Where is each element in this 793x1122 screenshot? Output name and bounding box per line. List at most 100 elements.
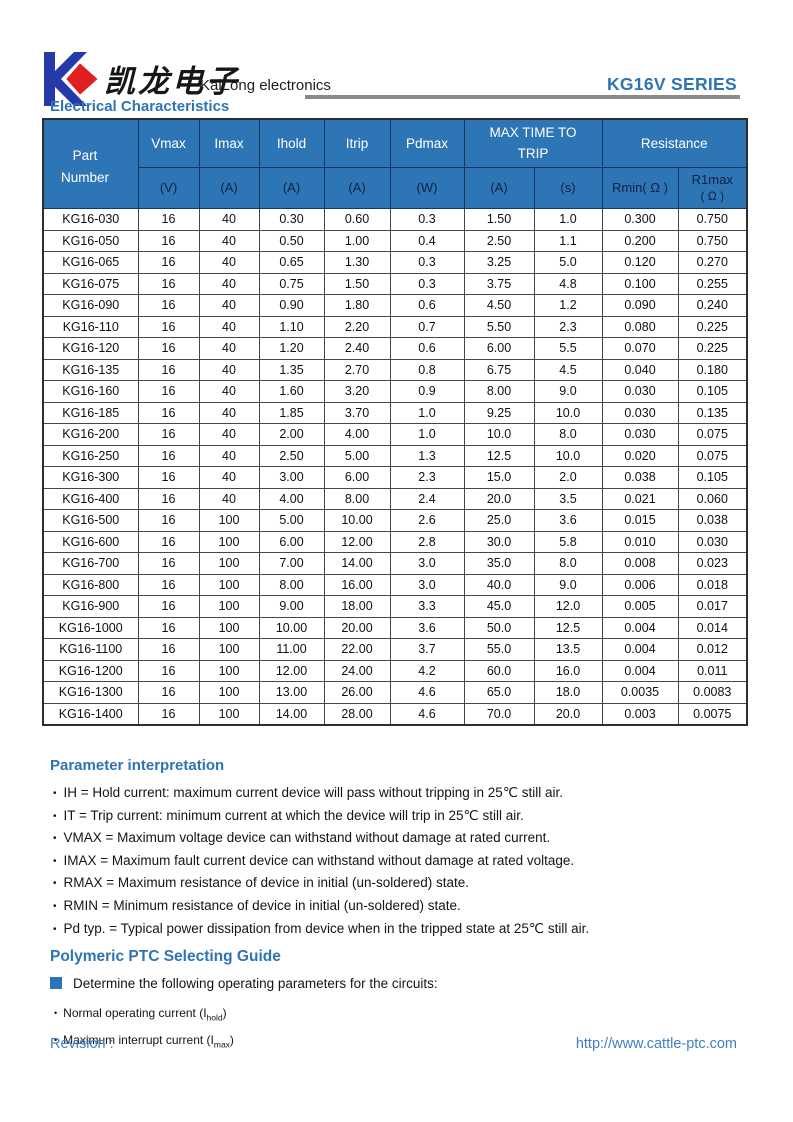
table-row: KG16-400 16 40 4.00 8.00 2.4 20.0 3.5 0.021 0.060 xyxy=(42,487,748,510)
value-cell: 9.0 xyxy=(533,573,603,596)
website-link[interactable]: http://www.cattle-ptc.com xyxy=(575,1036,737,1052)
part-number-cell: KG16-160 xyxy=(42,380,139,403)
bullet-icon: • xyxy=(53,788,57,799)
value-cell: 1.60 xyxy=(258,380,325,403)
value-cell: 7.00 xyxy=(258,552,325,575)
value-cell: 40.0 xyxy=(463,573,535,596)
value-cell: 0.015 xyxy=(601,509,679,532)
value-cell: 40 xyxy=(198,423,260,446)
value-cell: 40 xyxy=(198,315,260,338)
table-row: KG16-1400 16 100 14.00 28.00 4.6 70.0 20.0 0.003… xyxy=(42,702,748,726)
value-cell: 11.00 xyxy=(258,638,325,661)
table-row: KG16-300 16 40 3.00 6.00 2.3 15.0 2.0 0.038 0.105 xyxy=(42,466,748,489)
unit-rmin: Rmin( Ω ) xyxy=(601,167,679,209)
value-cell: 0.038 xyxy=(601,466,679,489)
value-cell: 100 xyxy=(198,509,260,532)
value-cell: 4.6 xyxy=(389,702,465,726)
table-row: KG16-500 16 100 5.00 10.00 2.6 25.0 3.6 0.015 0.0… xyxy=(42,509,748,532)
table-row: KG16-900 16 100 9.00 18.00 3.3 45.0 12.0 0.005 0.… xyxy=(42,595,748,618)
bullet-icon: • xyxy=(54,1035,58,1046)
value-cell: 3.7 xyxy=(389,638,465,661)
value-cell: 8.0 xyxy=(533,552,603,575)
value-cell: 4.00 xyxy=(323,423,391,446)
unit-trip-current: (A) xyxy=(463,167,535,209)
value-cell: 0.030 xyxy=(677,530,748,553)
value-cell: 2.8 xyxy=(389,530,465,553)
value-cell: 100 xyxy=(198,659,260,682)
part-number-cell: KG16-300 xyxy=(42,466,139,489)
parameter-item-text: RMAX = Maximum resistance of device in i… xyxy=(63,875,470,891)
value-cell: 0.180 xyxy=(677,358,748,381)
value-cell: 0.075 xyxy=(677,423,748,446)
value-cell: 10.0 xyxy=(463,423,535,446)
table-row: KG16-1200 16 100 12.00 24.00 4.2 60.0 16.0 0.004… xyxy=(42,659,748,682)
value-cell: 0.6 xyxy=(389,337,465,360)
unit-itrip: (A) xyxy=(323,167,391,209)
value-cell: 22.00 xyxy=(323,638,391,661)
unit-imax: (A) xyxy=(198,167,260,209)
value-cell: 13.5 xyxy=(533,638,603,661)
value-cell: 1.30 xyxy=(323,251,391,274)
value-cell: 3.3 xyxy=(389,595,465,618)
value-cell: 3.0 xyxy=(389,552,465,575)
value-cell: 25.0 xyxy=(463,509,535,532)
value-cell: 1.3 xyxy=(389,444,465,467)
value-cell: 3.6 xyxy=(389,616,465,639)
table-row: KG16-135 16 40 1.35 2.70 0.8 6.75 4.5 0.040 0.180 xyxy=(42,358,748,381)
bullet-icon: • xyxy=(53,900,57,912)
value-cell: 0.004 xyxy=(601,616,679,639)
unit-trip-seconds: (s) xyxy=(533,167,603,209)
value-cell: 16 xyxy=(137,702,200,726)
value-cell: 6.00 xyxy=(258,530,325,553)
value-cell: 55.0 xyxy=(463,638,535,661)
value-cell: 16 xyxy=(137,358,200,381)
guide-item-text: Maximum interrupt current (I xyxy=(63,1033,214,1048)
value-cell: 24.00 xyxy=(323,659,391,682)
value-cell: 0.004 xyxy=(601,638,679,661)
value-cell: 0.3 xyxy=(389,251,465,274)
value-cell: 70.0 xyxy=(463,702,535,726)
bullet-icon: • xyxy=(53,810,57,822)
value-cell: 0.105 xyxy=(677,466,748,489)
value-cell: 16 xyxy=(137,315,200,338)
table-row: KG16-800 16 100 8.00 16.00 3.0 40.0 9.0 0.006 0.0… xyxy=(42,573,748,596)
value-cell: 4.5 xyxy=(533,358,603,381)
value-cell: 0.005 xyxy=(601,595,679,618)
parameter-list: • IH = Hold current: maximum current devi… xyxy=(50,782,757,940)
value-cell: 12.5 xyxy=(463,444,535,467)
value-cell: 0.020 xyxy=(601,444,679,467)
value-cell: 4.6 xyxy=(389,681,465,704)
value-cell: 16 xyxy=(137,272,200,295)
value-cell: 100 xyxy=(198,616,260,639)
parameter-item: • IH = Hold current: maximum current devi… xyxy=(50,782,757,805)
company-name: KaiLong electronics xyxy=(200,77,331,94)
value-cell: 0.9 xyxy=(389,380,465,403)
value-cell: 1.10 xyxy=(258,315,325,338)
revision-label: Revision : xyxy=(50,1036,114,1052)
value-cell: 0.038 xyxy=(677,509,748,532)
part-number-cell: KG16-500 xyxy=(42,509,139,532)
value-cell: 0.090 xyxy=(601,294,679,317)
part-number-cell: KG16-050 xyxy=(42,229,139,252)
unit-vmax: (V) xyxy=(137,167,200,209)
value-cell: 1.0 xyxy=(389,423,465,446)
value-cell: 45.0 xyxy=(463,595,535,618)
table-row: KG16-200 16 40 2.00 4.00 1.0 10.0 8.0 0.030 0.075 xyxy=(42,423,748,446)
value-cell: 16 xyxy=(137,595,200,618)
value-cell: 0.0083 xyxy=(677,681,748,704)
col-header-max-time-to-trip: MAX TIME TO TRIP xyxy=(463,118,603,168)
value-cell: 40 xyxy=(198,487,260,510)
parameter-item: • IMAX = Maximum fault current device can… xyxy=(50,850,757,873)
electrical-characteristics-table: Part Number Vmax Imax Ihold Itrip Pdmax … xyxy=(42,118,749,726)
value-cell: 6.00 xyxy=(323,466,391,489)
value-cell: 2.50 xyxy=(463,229,535,252)
value-cell: 40 xyxy=(198,466,260,489)
value-cell: 16.00 xyxy=(323,573,391,596)
col-header-resistance: Resistance xyxy=(601,118,748,168)
value-cell: 100 xyxy=(198,638,260,661)
value-cell: 40 xyxy=(198,229,260,252)
part-number-cell: KG16-400 xyxy=(42,487,139,510)
value-cell: 1.0 xyxy=(389,401,465,424)
value-cell: 1.85 xyxy=(258,401,325,424)
value-cell: 0.023 xyxy=(677,552,748,575)
